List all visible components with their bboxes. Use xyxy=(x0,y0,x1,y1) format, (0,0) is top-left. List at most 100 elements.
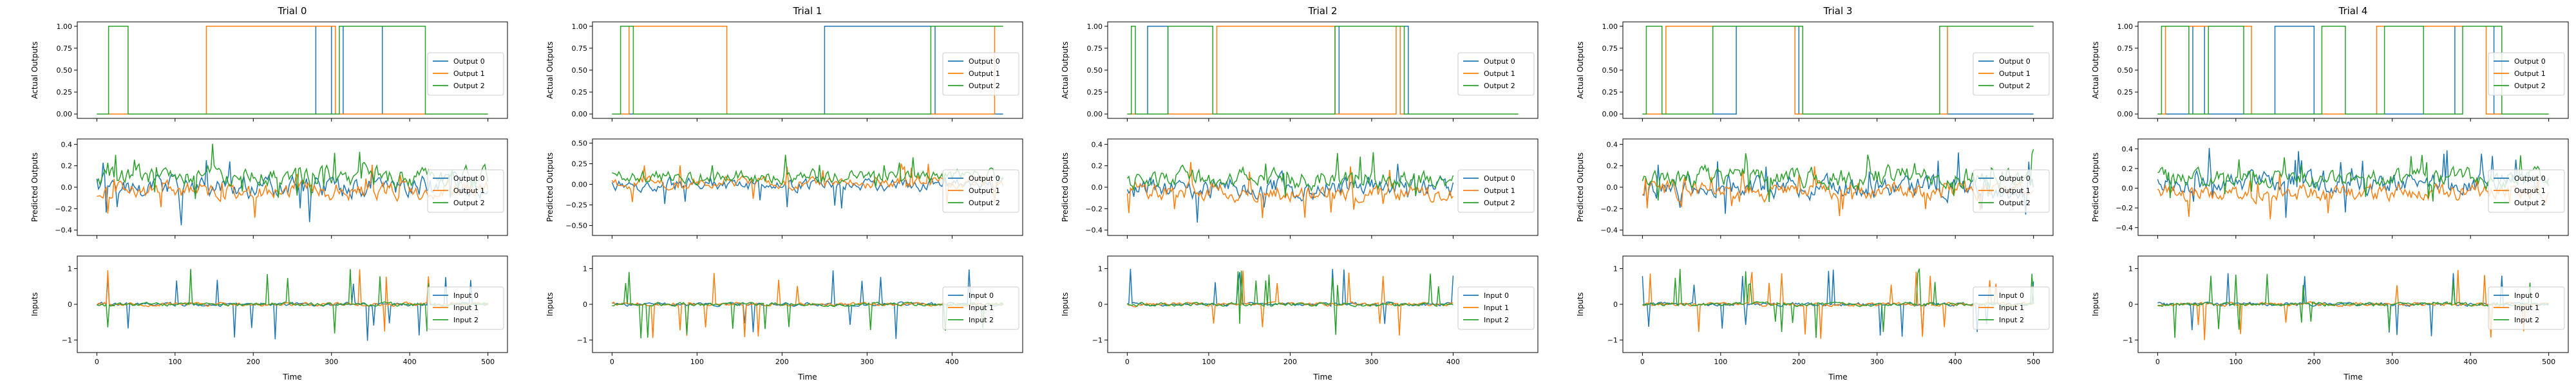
y-tick-label: 0.2 xyxy=(61,162,73,170)
y-tick-label: 0.00 xyxy=(1602,110,1618,118)
y-tick-label: 0.25 xyxy=(2117,88,2134,96)
legend-label: Output 2 xyxy=(969,82,1000,90)
legend-label: Output 2 xyxy=(453,199,485,207)
y-axis-label: Actual Outputs xyxy=(2091,41,2100,98)
y-tick-label: −1 xyxy=(1092,336,1103,345)
series-line xyxy=(97,164,489,218)
series-line xyxy=(1126,161,1454,218)
legend-label: Output 0 xyxy=(969,174,1000,183)
series-line xyxy=(2157,273,2549,338)
x-axis-label: Time xyxy=(282,372,301,381)
y-axis-label: Inputs xyxy=(30,292,39,316)
series-line xyxy=(612,154,1004,188)
trial-title: Trial 3 xyxy=(1823,5,1853,17)
x-tick-label: 0 xyxy=(95,358,99,366)
x-tick-label: 0 xyxy=(2155,358,2160,366)
legend: Input 0 Input 1 Input 2 xyxy=(1973,286,2050,330)
legend-box xyxy=(427,52,504,96)
series-line xyxy=(1126,270,1454,336)
y-tick-label: 0.50 xyxy=(1602,66,1618,75)
y-axis-label: Inputs xyxy=(1576,292,1585,316)
subplot-predicted: −0.4 −0.2 0.0 0.2 0.4 Predicted Outputs Output… xyxy=(2091,138,2569,239)
x-tick-label: 100 xyxy=(1714,358,1727,366)
series-line xyxy=(612,26,1003,115)
y-tick-label: 0.00 xyxy=(572,181,588,189)
y-tick-label: 0.0 xyxy=(61,183,73,192)
y-axis-label: Actual Outputs xyxy=(545,41,554,98)
legend-label: Input 2 xyxy=(1999,316,2024,324)
legend-box xyxy=(942,286,1019,330)
subplot-predicted: −0.4 −0.2 0.0 0.2 0.4 Predicted Outputs Output… xyxy=(1576,138,2054,239)
y-axis-label: Predicted Outputs xyxy=(2091,152,2100,222)
y-tick-label: 0.75 xyxy=(2117,44,2134,53)
series-line xyxy=(2157,154,2550,202)
axes-frame xyxy=(2137,138,2569,236)
subplot-actual: 0.00 0.25 0.50 0.75 1.00 Actual Outputs Output… xyxy=(1061,21,1539,122)
x-tick-label: 0 xyxy=(1125,358,1130,366)
series-line xyxy=(612,26,1003,115)
y-tick-label: 0.75 xyxy=(1087,44,1103,53)
x-axis-label: Time xyxy=(2343,372,2362,381)
legend-label: Output 2 xyxy=(453,82,485,90)
axes-frame xyxy=(592,138,1023,236)
legend: Output 0 Output 1 Output 2 xyxy=(1973,169,2050,213)
legend-box xyxy=(427,169,504,213)
legend-box xyxy=(2488,169,2565,213)
legend: Output 0 Output 1 Output 2 xyxy=(2488,52,2565,96)
y-axis-label: Actual Outputs xyxy=(1061,41,1070,98)
y-tick-label: 0.2 xyxy=(1607,162,1618,170)
legend: Input 0 Input 1 Input 2 xyxy=(427,286,504,330)
series-line xyxy=(1642,26,2034,115)
y-tick-label: −0.2 xyxy=(2116,204,2133,212)
series-line xyxy=(611,163,1004,205)
y-tick-label: 0.50 xyxy=(572,139,588,147)
subplot-actual: 0.00 0.25 0.50 0.75 1.00 Actual Outputs Output… xyxy=(545,21,1023,122)
legend-label: Input 0 xyxy=(2514,291,2539,300)
x-tick-label: 0 xyxy=(610,358,614,366)
legend: Output 0 Output 1 Output 2 xyxy=(942,169,1019,213)
trial-title: Trial 4 xyxy=(2338,5,2368,17)
legend-label: Output 2 xyxy=(2514,82,2546,90)
legend-label: Output 1 xyxy=(1999,187,2031,195)
series-line xyxy=(1126,152,1454,197)
legend: Input 0 Input 1 Input 2 xyxy=(2488,286,2565,330)
legend-box xyxy=(942,169,1019,213)
y-tick-label: 0.00 xyxy=(2117,110,2134,118)
y-tick-label: −1 xyxy=(62,336,72,345)
legend: Output 0 Output 1 Output 2 xyxy=(1457,52,1535,96)
legend-box xyxy=(1973,169,2050,213)
legend-label: Input 2 xyxy=(1484,316,1509,324)
x-tick-label: 200 xyxy=(1283,358,1297,366)
series-line xyxy=(1642,26,2034,115)
y-tick-label: 0.00 xyxy=(57,110,73,118)
y-tick-label: 0.75 xyxy=(572,44,588,53)
legend-box xyxy=(1457,169,1535,213)
y-tick-label: 1 xyxy=(2128,264,2133,273)
y-tick-label: 0.0 xyxy=(2122,185,2134,193)
y-tick-label: 0 xyxy=(2128,300,2133,309)
y-tick-label: 0.4 xyxy=(1607,140,1618,149)
y-axis-label: Predicted Outputs xyxy=(1576,152,1585,222)
y-tick-label: 0.2 xyxy=(1092,162,1103,170)
y-tick-label: −0.25 xyxy=(565,201,587,210)
y-tick-label: 0.4 xyxy=(2122,145,2134,153)
x-tick-label: 500 xyxy=(481,358,495,366)
legend-label: Input 1 xyxy=(969,304,994,312)
legend-box xyxy=(1457,286,1535,330)
subplot-predicted: −0.4 −0.2 0.0 0.2 0.4 Predicted Outputs Output… xyxy=(1061,138,1539,239)
legend-box xyxy=(942,52,1019,96)
y-tick-label: −0.4 xyxy=(1600,226,1618,235)
legend-label: Input 0 xyxy=(969,291,994,300)
legend-box xyxy=(2488,52,2565,96)
y-tick-label: 0.0 xyxy=(1092,183,1103,192)
y-tick-label: 0.75 xyxy=(57,44,73,53)
y-tick-label: 1.00 xyxy=(572,23,588,31)
legend-label: Input 0 xyxy=(453,291,478,300)
legend-label: Output 2 xyxy=(1999,199,2031,207)
trial-title: Trial 2 xyxy=(1308,5,1338,17)
x-tick-label: 300 xyxy=(1870,358,1884,366)
legend-label: Output 2 xyxy=(2514,199,2546,207)
y-tick-label: 1 xyxy=(1613,264,1618,273)
